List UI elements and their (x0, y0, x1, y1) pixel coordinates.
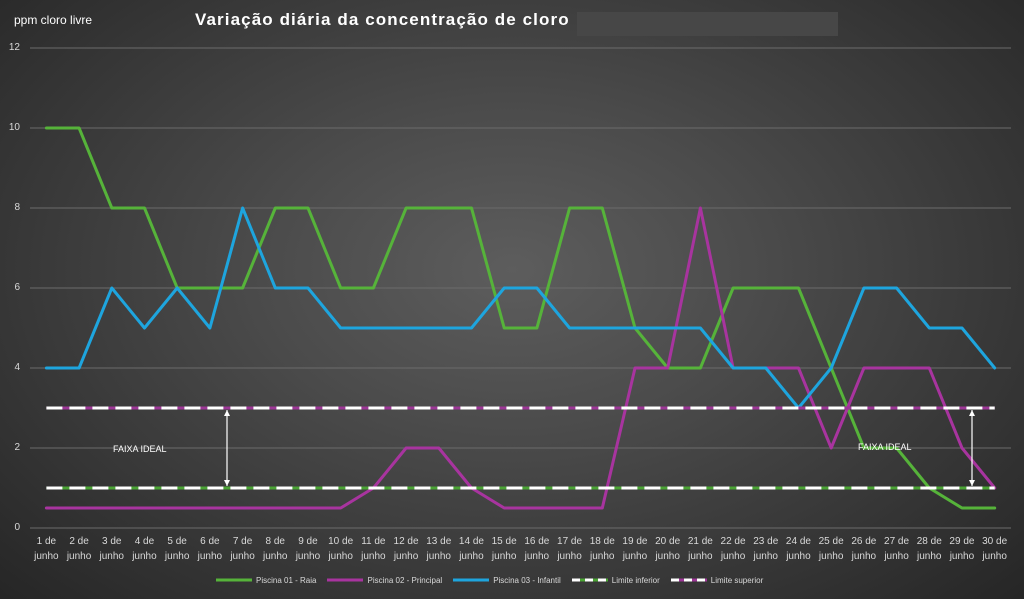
x-tick-label: 28 de junho (916, 536, 942, 562)
x-tick-label: 23 de junho (753, 536, 779, 562)
legend-item-limite-superior: Limite superior (670, 575, 764, 585)
legend-item-limite-inferior: Limite inferior (571, 575, 660, 585)
legend-item-piscina-01: Piscina 01 - Raia (216, 575, 316, 585)
redacted-region (577, 12, 838, 36)
x-tick-label: 15 de junho (491, 536, 517, 562)
legend-swatch-piscina-03 (453, 578, 490, 582)
legend-swatch-piscina-02 (327, 578, 364, 582)
legend: Piscina 01 - Raia Piscina 02 - Principal… (216, 575, 774, 585)
x-tick-label: 10 de junho (328, 536, 354, 562)
series-line-piscina-02-principal (44, 206, 997, 510)
x-tick-label: 24 de junho (785, 536, 811, 562)
x-tick-label: 14 de junho (458, 536, 484, 562)
legend-item-piscina-03: Piscina 03 - Infantil (453, 575, 561, 585)
y-tick-label: 10 (8, 122, 20, 133)
y-tick-label: 12 (8, 42, 20, 53)
x-tick-label: 29 de junho (949, 536, 975, 562)
x-tick-label: 17 de junho (557, 536, 583, 562)
legend-label-piscina-03: Piscina 03 - Infantil (493, 575, 561, 585)
legend-label-limite-superior: Limite superior (710, 575, 764, 585)
x-tick-label: 1 de junho (34, 536, 59, 562)
x-tick-label: 6 de junho (197, 536, 223, 562)
annotation-faixa-ideal-left: FAIXA IDEAL (113, 444, 167, 454)
legend-label-piscina-01: Piscina 01 - Raia (256, 575, 317, 585)
x-tick-label: 19 de junho (622, 536, 648, 562)
x-tick-label: 4 de junho (132, 536, 157, 562)
x-tick-label: 11 de junho (361, 536, 386, 562)
x-tick-label: 18 de junho (589, 536, 615, 562)
legend-label-piscina-02: Piscina 02 - Principal (367, 575, 443, 585)
chart-title: Variação diária da concentração de cloro (195, 10, 570, 29)
legend-label-limite-inferior: Limite inferior (611, 575, 660, 585)
x-tick-label: 12 de junho (393, 536, 419, 562)
x-tick-label: 9 de junho (295, 536, 321, 562)
y-tick-label: 8 (14, 202, 20, 213)
x-tick-label: 8 de junho (263, 536, 288, 562)
x-tick-label: 20 de junho (655, 536, 681, 562)
series-lines (44, 126, 997, 510)
y-tick-label: 4 (14, 362, 20, 373)
x-tick-label: 3 de junho (99, 536, 124, 562)
x-tick-label: 13 de junho (426, 536, 452, 562)
x-tick-label: 16 de junho (524, 536, 550, 562)
x-tick-label: 30 de junho (982, 536, 1008, 562)
x-tick-label: 5 de junho (164, 536, 190, 562)
y-axis-label: ppm cloro livre (14, 13, 93, 27)
legend-item-piscina-02: Piscina 02 - Principal (327, 575, 442, 585)
y-tick-label: 0 (14, 522, 20, 533)
x-tick-label: 21 de junho (687, 536, 713, 562)
x-tick-label: 27 de junho (884, 536, 910, 562)
legend-swatch-piscina-01 (216, 578, 252, 582)
legend-swatch-limite-superior (670, 578, 707, 582)
x-tick-label: 2 de junho (66, 536, 92, 562)
y-tick-label: 2 (14, 442, 20, 453)
series-line-piscina-03-infantil (44, 206, 997, 410)
x-tick-label: 25 de junho (818, 536, 844, 562)
annotation-faixa-ideal-right: FAIXA IDEAL (858, 442, 912, 452)
legend-swatch-limite-inferior (571, 578, 608, 582)
x-tick-label: 26 de junho (851, 536, 877, 562)
y-tick-label: 6 (14, 282, 20, 293)
x-tick-label: 22 de junho (720, 536, 746, 562)
series-line-piscina-01-raia (44, 126, 997, 510)
x-tick-label: 7 de junho (230, 536, 255, 562)
range-arrows (224, 410, 975, 486)
